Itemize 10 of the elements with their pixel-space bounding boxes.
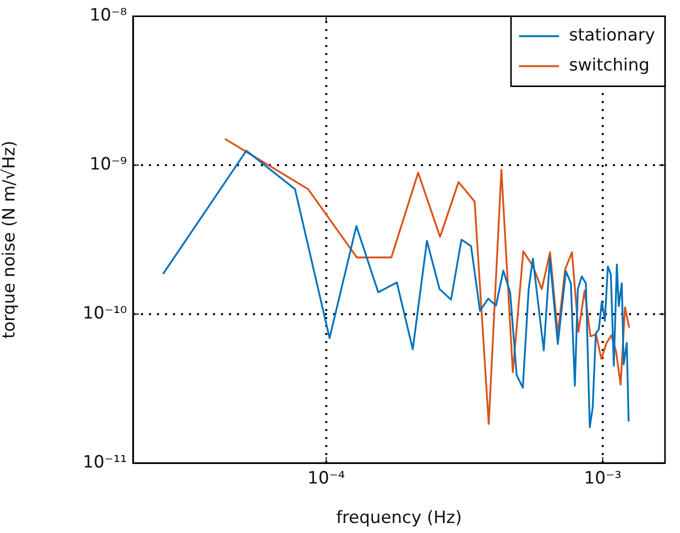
y-tick-label: 10⁻⁹ [90, 154, 128, 175]
y-tick-label: 10⁻¹¹ [82, 452, 127, 472]
legend-label: switching [569, 56, 650, 76]
x-tick-label: 10⁻³ [584, 468, 622, 489]
y-axis-title: torque noise (N m/√Hz) [0, 140, 20, 339]
y-tick-label: 10⁻¹⁰ [82, 303, 128, 324]
y-tick-label: 10⁻⁸ [90, 6, 128, 26]
x-axis-title: frequency (Hz) [336, 508, 462, 528]
x-tick-label: 10⁻⁴ [308, 468, 346, 489]
legend-label: stationary [569, 26, 656, 46]
